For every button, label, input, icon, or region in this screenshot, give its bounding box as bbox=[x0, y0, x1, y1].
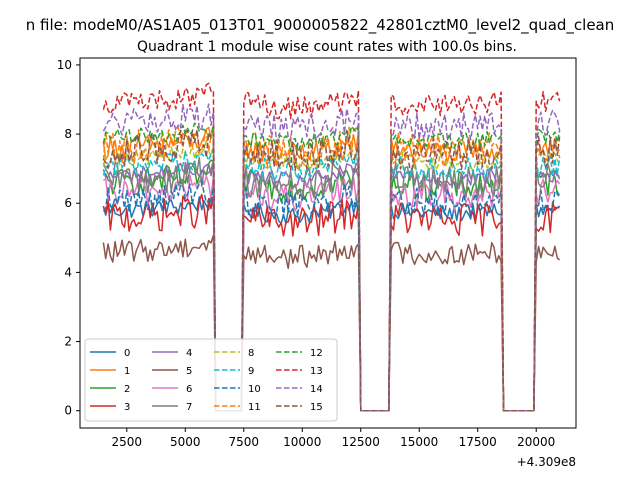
x-tick-label: 2500 bbox=[112, 435, 143, 449]
legend-label-13: 13 bbox=[310, 366, 323, 377]
legend-label-14: 14 bbox=[310, 384, 323, 395]
x-axis: 2500 5000 7500 10000 12500 15000 17500 20000 bbox=[112, 428, 555, 449]
series-line-5 bbox=[102, 234, 561, 412]
series-layer bbox=[102, 82, 561, 412]
series-line-7 bbox=[102, 156, 561, 412]
legend-label-10: 10 bbox=[248, 384, 261, 395]
y-tick-label: 2 bbox=[64, 335, 72, 349]
series-line-9 bbox=[102, 149, 561, 412]
legend-label-3: 3 bbox=[124, 402, 130, 413]
y-axis: 0 2 4 6 8 10 bbox=[57, 58, 80, 418]
legend-label-9: 9 bbox=[248, 366, 254, 377]
legend-label-5: 5 bbox=[186, 366, 192, 377]
x-offset-label: +4.309e8 bbox=[517, 455, 576, 469]
series-line-0 bbox=[102, 192, 561, 412]
figure-suptitle: n file: modeM0/AS1A05_013T01_9000005822_… bbox=[26, 16, 615, 35]
series-line-15 bbox=[102, 128, 561, 412]
series-line-14 bbox=[102, 103, 561, 412]
axes-frame bbox=[79, 57, 577, 429]
x-tick-label: 20000 bbox=[517, 435, 555, 449]
x-tick-label: 12500 bbox=[342, 435, 380, 449]
legend-label-7: 7 bbox=[186, 402, 192, 413]
legend-frame bbox=[84, 338, 338, 422]
legend-label-6: 6 bbox=[186, 384, 192, 395]
y-tick-label: 8 bbox=[64, 127, 72, 141]
y-tick-label: 6 bbox=[64, 196, 72, 210]
chart-title: Quadrant 1 module wise count rates with … bbox=[137, 39, 517, 55]
legend-label-12: 12 bbox=[310, 348, 323, 359]
x-tick-label: 17500 bbox=[459, 435, 497, 449]
legend-label-0: 0 bbox=[124, 348, 130, 359]
x-tick-label: 7500 bbox=[229, 435, 260, 449]
series-line-3 bbox=[102, 193, 560, 412]
x-tick-label: 10000 bbox=[283, 435, 321, 449]
series-line-13 bbox=[102, 82, 561, 412]
legend-label-8: 8 bbox=[248, 348, 254, 359]
legend-label-11: 11 bbox=[248, 402, 261, 413]
y-tick-label: 10 bbox=[57, 58, 72, 72]
y-tick-label: 0 bbox=[64, 404, 72, 418]
legend-label-4: 4 bbox=[186, 348, 192, 359]
plot-area bbox=[79, 57, 577, 429]
legend-label-2: 2 bbox=[124, 384, 130, 395]
legend-label-1: 1 bbox=[124, 366, 130, 377]
y-tick-label: 4 bbox=[64, 265, 72, 279]
x-tick-label: 15000 bbox=[400, 435, 438, 449]
legend-label-15: 15 bbox=[310, 402, 323, 413]
series-line-10 bbox=[102, 180, 561, 412]
x-tick-label: 5000 bbox=[170, 435, 201, 449]
